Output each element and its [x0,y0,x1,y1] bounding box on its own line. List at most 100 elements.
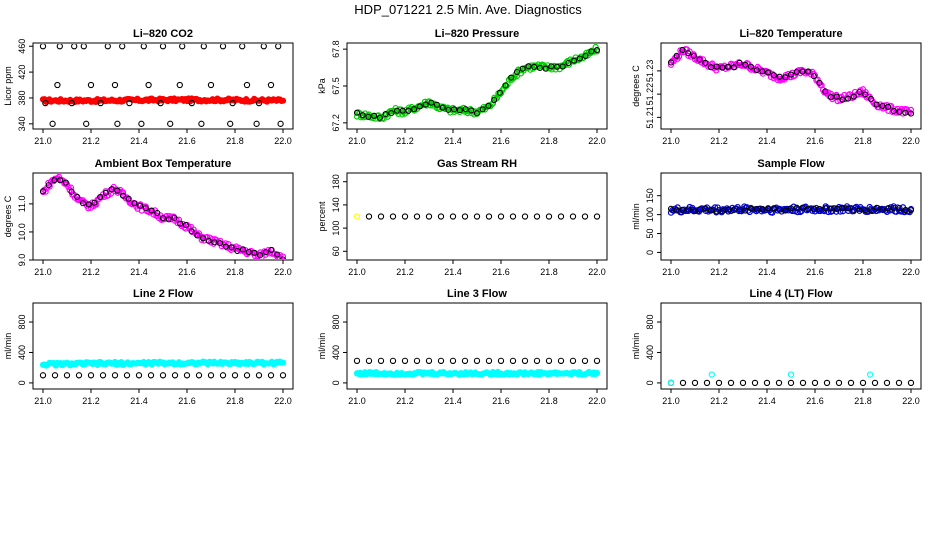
data-point [371,112,378,119]
data-point [255,372,263,379]
y-tick-label: 100 [331,221,341,236]
data-point [275,44,282,50]
data-point [188,99,195,107]
data-point [422,101,429,108]
data-point [97,99,104,107]
data-point [239,246,247,253]
data-point [147,372,155,379]
data-point [437,357,445,364]
data-point [707,207,715,214]
data-point [401,357,409,364]
data-point [867,207,875,214]
chart-panel-2: Li–820 Pressure 21.0 21.2 21.4 21.6 21.8 22.0 6… [317,28,608,146]
data-point [581,357,589,364]
data-point [497,213,505,220]
data-point [856,88,863,96]
data-point [449,213,457,220]
data-point [137,202,144,209]
data-point [229,99,236,107]
y-tick-label: 50 [645,229,655,239]
data-point [739,379,747,387]
data-point [104,44,111,50]
data-point [416,103,423,110]
y-tick-label: 800 [331,315,341,330]
y-tick-label: 800 [17,315,27,330]
x-tick-label: 21.0 [662,267,680,277]
data-point [775,379,783,387]
x-tick-label: 21.2 [82,267,100,277]
data-point [885,103,892,110]
panel-grid: Li–820 CO2 21.0 21.2 21.4 21.6 21.8 22.0 340 380… [3,28,922,406]
x-tick-label: 21.0 [348,396,366,406]
data-point [239,44,246,50]
data-point [593,213,601,220]
data-point [413,213,421,220]
data-point [253,120,260,127]
data-point [842,96,849,103]
data-point [167,120,174,127]
data-point [39,372,47,379]
data-point [49,120,56,127]
x-tick-label: 21.8 [226,396,244,406]
x-tick-label: 22.0 [274,396,292,406]
plot-frame [346,172,608,261]
y-axis-label: percent [317,201,327,232]
data-point [879,105,887,112]
chart-panel-3: Li–820 Temperature 21.0 21.2 21.4 21.6 21.8 22… [631,28,922,146]
x-tick-label: 21.2 [710,396,728,406]
data-point [222,243,229,250]
data-point [885,205,892,212]
data-point [845,205,852,212]
data-point [691,379,699,387]
data-point [268,246,275,253]
data-point [365,213,373,220]
data-point [125,195,132,202]
data-point [491,94,498,101]
data-point [45,182,52,189]
chart-panel-7: Line 2 Flow 21.0 21.2 21.4 21.6 21.8 22.0 0 400 8… [3,288,294,406]
data-point [896,205,903,212]
y-tick-label: 400 [645,345,655,360]
data-point [835,379,843,387]
data-point [411,106,418,113]
data-point [525,63,532,70]
data-point [56,44,63,50]
data-point [489,100,497,107]
data-point [388,110,395,117]
data-point [421,98,429,105]
data-point [871,379,879,387]
data-point [182,222,189,229]
data-point [159,215,167,222]
y-tick-label: 51.22 [645,83,655,106]
data-point [188,228,195,235]
x-tick-label: 21.0 [662,396,680,406]
data-point [850,93,857,100]
data-point [787,379,795,387]
data-point [376,114,383,121]
data-point [588,48,595,55]
x-tick-label: 21.8 [854,267,872,277]
data-marks [39,174,287,259]
x-tick-label: 21.0 [662,136,680,146]
data-point [142,205,149,212]
data-point [867,371,874,378]
y-tick-label: 60 [331,246,341,256]
data-marks [667,46,915,117]
data-point [65,183,72,191]
x-tick-label: 21.4 [758,136,776,146]
data-point [810,73,817,80]
data-point [57,177,64,184]
data-point [582,52,589,60]
y-axis-label: degrees C [631,65,641,107]
data-point [83,120,90,127]
x-tick-label: 21.6 [492,136,510,146]
data-point [102,189,109,196]
data-point [747,63,755,70]
x-tick-label: 22.0 [902,136,920,146]
data-point [111,372,119,379]
data-point [119,192,127,199]
x-tick-label: 21.6 [178,136,196,146]
chart-title: Li–820 CO2 [133,28,193,40]
x-tick-label: 21.2 [710,136,728,146]
y-tick-label: 67.8 [331,40,341,58]
